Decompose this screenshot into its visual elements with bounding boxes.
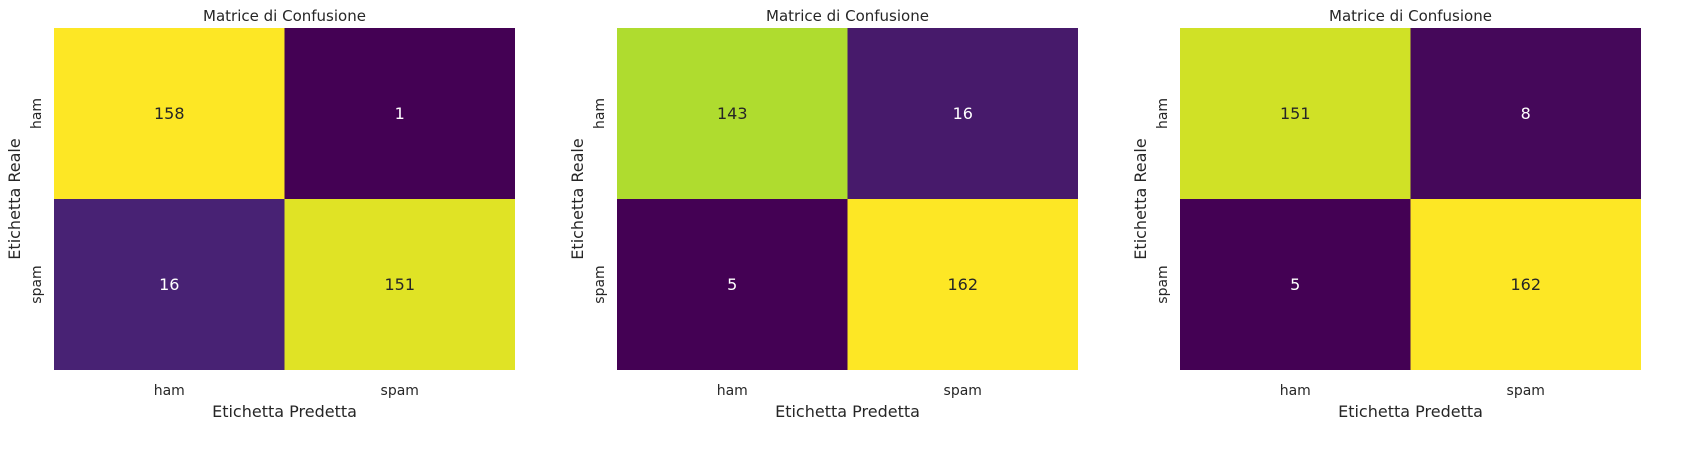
heatmap-cell [617, 199, 848, 370]
confusion-matrix-chart: Matrice di Confusione 151 8 5 162 ham spam ham s… [1131, 7, 1641, 421]
x-axis-label: Etichetta Predetta [1338, 402, 1483, 421]
cell-value-label: 8 [1521, 104, 1531, 123]
heatmap-cell [54, 199, 285, 370]
heatmap-cell [617, 28, 848, 199]
chart-title: Matrice di Confusione [766, 7, 929, 25]
x-tick-label: spam [381, 383, 419, 399]
heatmap-cell [1180, 199, 1411, 370]
heatmap-cell [847, 28, 1078, 199]
cell-value-label: 162 [947, 275, 978, 294]
x-tick-label: spam [1507, 383, 1545, 399]
cell-value-label: 16 [953, 104, 973, 123]
heatmap-cell [1410, 199, 1641, 370]
cell-value-label: 16 [159, 275, 179, 294]
cell-value-label: 151 [384, 275, 415, 294]
x-axis-label: Etichetta Predetta [775, 402, 920, 421]
cell-value-label: 143 [717, 104, 748, 123]
chart-title: Matrice di Confusione [203, 7, 366, 25]
y-tick-label: ham [1155, 98, 1171, 129]
y-axis-label: Etichetta Reale [1131, 138, 1150, 259]
heatmap-cell [1180, 28, 1411, 199]
confusion-matrix-panel-3: Matrice di Confusione 151 8 5 162 ham spam ham s… [1126, 0, 1689, 457]
heatmap-cell [54, 28, 285, 199]
heatmap-cell [284, 199, 515, 370]
x-tick-label: spam [944, 383, 982, 399]
heatmap-cell [847, 199, 1078, 370]
confusion-matrix-chart: Matrice di Confusione 158 1 16 151 ham spam ham… [5, 7, 515, 421]
x-axis-label: Etichetta Predetta [212, 402, 357, 421]
confusion-matrix-panel-1: Matrice di Confusione 158 1 16 151 ham spam ham… [0, 0, 563, 457]
y-axis-label: Etichetta Reale [568, 138, 587, 259]
cell-value-label: 5 [727, 275, 737, 294]
y-tick-label: ham [592, 98, 608, 129]
y-axis-label: Etichetta Reale [5, 138, 24, 259]
heatmap-cell [284, 28, 515, 199]
y-tick-label: ham [29, 98, 45, 129]
confusion-matrix-panel-2: Matrice di Confusione 143 16 5 162 ham spam ham… [563, 0, 1126, 457]
y-tick-label: spam [29, 265, 45, 303]
chart-title: Matrice di Confusione [1329, 7, 1492, 25]
cell-value-label: 162 [1510, 275, 1541, 294]
y-tick-label: spam [592, 265, 608, 303]
heatmap-cell [1410, 28, 1641, 199]
cell-value-label: 158 [154, 104, 185, 123]
x-tick-label: ham [717, 383, 748, 399]
cell-value-label: 1 [395, 104, 405, 123]
x-tick-label: ham [154, 383, 185, 399]
cell-value-label: 5 [1290, 275, 1300, 294]
y-tick-label: spam [1155, 265, 1171, 303]
confusion-matrix-chart: Matrice di Confusione 143 16 5 162 ham spam ham… [568, 7, 1078, 421]
x-tick-label: ham [1280, 383, 1311, 399]
cell-value-label: 151 [1280, 104, 1311, 123]
